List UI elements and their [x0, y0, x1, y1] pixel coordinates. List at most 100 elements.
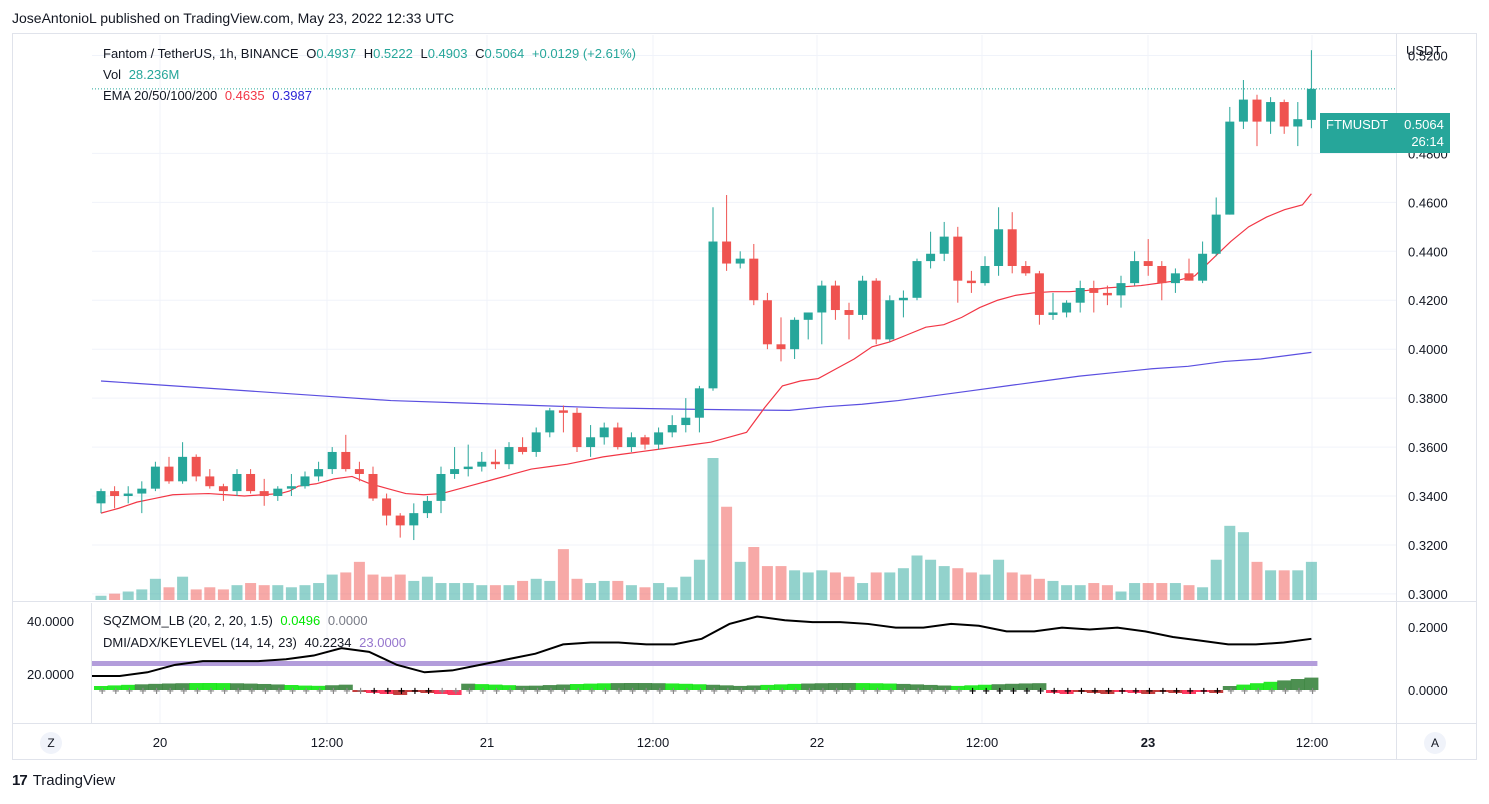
squeeze-dot: + — [98, 686, 106, 697]
volume-bar — [1088, 583, 1100, 600]
candle-body — [735, 258, 745, 264]
candle-body — [790, 319, 800, 350]
momentum-bar — [202, 683, 217, 690]
keylevel-line — [92, 661, 1318, 666]
momentum-bar — [760, 684, 775, 690]
price-tick-label: 0.3000 — [1408, 587, 1448, 602]
volume-bar — [489, 585, 501, 600]
momentum-bar — [216, 683, 231, 690]
candle-body — [871, 280, 881, 340]
momentum-bar — [665, 683, 680, 690]
squeeze-dot: + — [1186, 686, 1194, 697]
momentum-bar — [406, 690, 421, 692]
volume-bar — [340, 572, 352, 600]
volume-bar — [802, 572, 814, 600]
symbol-legend: Fantom / TetherUS, 1h, BINANCE O0.4937 H… — [103, 46, 640, 61]
volume-legend: Vol 28.236M — [103, 67, 183, 82]
price-tick-label: 0.5200 — [1408, 49, 1448, 64]
volume-bar — [517, 580, 529, 600]
momentum-bar — [651, 683, 666, 690]
candle-body — [382, 498, 392, 516]
squeeze-dot: + — [139, 686, 147, 697]
auto-scale-toggle[interactable]: A — [1424, 732, 1446, 754]
ema-legend: EMA 20/50/100/200 0.4635 0.3987 — [103, 88, 316, 103]
volume-bar — [585, 583, 597, 600]
candle-body — [1266, 102, 1276, 122]
squeeze-dot: + — [438, 686, 446, 697]
squeeze-dot: + — [656, 686, 664, 697]
price-tick-label: 0.4400 — [1408, 244, 1448, 259]
log-scale-toggle[interactable]: Z — [40, 732, 62, 754]
momentum-bar — [1277, 680, 1292, 690]
time-tick-label: 23 — [1141, 735, 1155, 750]
squeeze-dot: + — [547, 686, 555, 697]
volume-bar — [258, 585, 270, 600]
volume-value: 28.236M — [128, 67, 180, 82]
volume-bar — [993, 559, 1005, 600]
candle-body — [966, 280, 976, 284]
volume-bar — [122, 591, 134, 600]
momentum-bar — [923, 684, 938, 690]
volume-bar — [421, 576, 433, 600]
volume-bar — [530, 578, 542, 600]
squeeze-dot: + — [1023, 686, 1031, 697]
squeeze-dot: + — [887, 686, 895, 697]
volume-bar — [666, 587, 678, 600]
symbol-name[interactable]: Fantom / TetherUS, 1h, BINANCE — [103, 46, 299, 61]
momentum-bar — [978, 684, 992, 690]
squeeze-dot: + — [914, 686, 922, 697]
momentum-bar — [638, 683, 652, 690]
squeeze-dot: + — [968, 686, 976, 697]
volume-bar — [272, 585, 284, 600]
footer-brand[interactable]: 17 TradingView — [12, 772, 115, 789]
momentum-bar — [1290, 679, 1305, 690]
time-tick-label: 21 — [480, 735, 494, 750]
squeeze-dot: + — [928, 686, 936, 697]
candle-body — [1089, 288, 1099, 293]
squeeze-dot: + — [452, 686, 460, 697]
volume-label[interactable]: Vol — [103, 67, 122, 82]
momentum-bar — [882, 683, 897, 690]
volume-bar — [897, 568, 909, 600]
squeeze-dot: + — [1077, 686, 1085, 697]
volume-bar — [775, 566, 787, 600]
volume-bar — [843, 576, 855, 600]
candle-body — [844, 310, 854, 315]
price-tick-label: 0.3200 — [1408, 538, 1448, 553]
momentum-bar — [1263, 681, 1278, 690]
candle-body — [1130, 261, 1140, 284]
momentum-bar — [94, 686, 108, 690]
candle-body — [477, 461, 487, 467]
momentum-bar — [1182, 690, 1196, 694]
candle-body — [273, 488, 283, 497]
momentum-bar — [1100, 690, 1115, 694]
volume-bar — [353, 561, 365, 600]
squeeze-dot: + — [778, 686, 786, 697]
volume-bar — [163, 587, 175, 600]
momentum-bar — [624, 683, 639, 690]
volume-bar — [299, 585, 311, 600]
momentum-bar — [1195, 690, 1210, 692]
sqzmom-label[interactable]: SQZMOM_LB (20, 2, 20, 1.5) — [103, 613, 273, 628]
volume-bar — [965, 572, 977, 600]
ema20-line — [100, 193, 1312, 514]
squeeze-dot: + — [492, 686, 500, 697]
price-tick-label: 0.3400 — [1408, 489, 1448, 504]
candle-body — [504, 447, 514, 465]
dmi-label[interactable]: DMI/ADX/KEYLEVEL (14, 14, 23) — [103, 635, 297, 650]
volume-bar — [1020, 574, 1032, 600]
candle-body — [409, 513, 419, 526]
volume-bar — [1237, 532, 1249, 600]
close-value: 0.5064 — [484, 46, 525, 61]
momentum-bar — [298, 685, 312, 690]
volume-bar — [1006, 572, 1018, 600]
sqzmom-zero: 0.0000 — [327, 613, 368, 628]
momentum-bar — [107, 685, 122, 690]
squeeze-dot: + — [288, 686, 296, 697]
momentum-bar — [855, 683, 870, 690]
momentum-bar — [434, 690, 448, 694]
squeeze-dot: + — [329, 686, 337, 697]
ema20-value: 0.4635 — [224, 88, 265, 103]
ema-label[interactable]: EMA 20/50/100/200 — [103, 88, 218, 103]
